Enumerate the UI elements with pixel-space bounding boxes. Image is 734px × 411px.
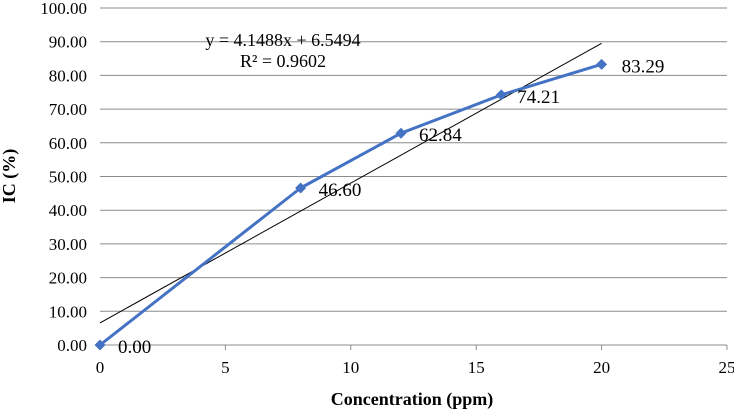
series-group	[94, 58, 608, 351]
x-axis-title: Concentration (ppm)	[331, 389, 494, 410]
trendline-equation: y = 4.1488x + 6.5494	[205, 30, 360, 50]
data-point-marker	[596, 58, 608, 70]
axes	[99, 344, 728, 350]
data-point-marker	[395, 127, 407, 139]
x-tick-label: 20	[593, 358, 610, 377]
y-tick-label: 40.00	[49, 201, 87, 220]
y-tick-label: 0.00	[57, 336, 87, 355]
y-tick-label: 60.00	[49, 134, 87, 153]
y-tick-label: 20.00	[49, 269, 87, 288]
y-tick-label: 30.00	[49, 235, 87, 254]
data-label: 83.29	[622, 56, 665, 77]
data-label: 46.60	[319, 180, 362, 201]
x-tick-label: 15	[468, 358, 485, 377]
data-point-marker	[295, 182, 307, 194]
y-tick-labels: 0.00 10.00 20.00 30.00 40.00 50.00 60.00 70.00 8…	[40, 0, 87, 355]
y-tick-label: 10.00	[49, 302, 87, 321]
x-tick-label: 10	[342, 358, 359, 377]
y-tick-label: 70.00	[49, 100, 87, 119]
data-point-marker	[94, 339, 106, 351]
gridlines	[100, 7, 727, 312]
x-tick-label: 25	[719, 358, 734, 377]
x-tick-labels: 0 5 10 15 20 25	[96, 358, 734, 377]
data-labels: 0.00 46.60 62.84 74.21 83.29	[118, 56, 664, 358]
r-squared-label: R² = 0.9602	[240, 51, 326, 71]
y-tick-label: 100.00	[40, 0, 87, 18]
y-tick-label: 90.00	[49, 33, 87, 52]
data-label: 74.21	[517, 87, 560, 108]
y-axis-title: IC (%)	[0, 149, 20, 204]
x-tick-label: 0	[96, 358, 105, 377]
data-label: 62.84	[419, 125, 462, 146]
data-point-marker	[495, 89, 507, 101]
y-tick-label: 50.00	[49, 168, 87, 187]
data-label: 0.00	[118, 337, 151, 358]
x-tick-label: 5	[221, 358, 230, 377]
y-tick-label: 80.00	[49, 66, 87, 85]
